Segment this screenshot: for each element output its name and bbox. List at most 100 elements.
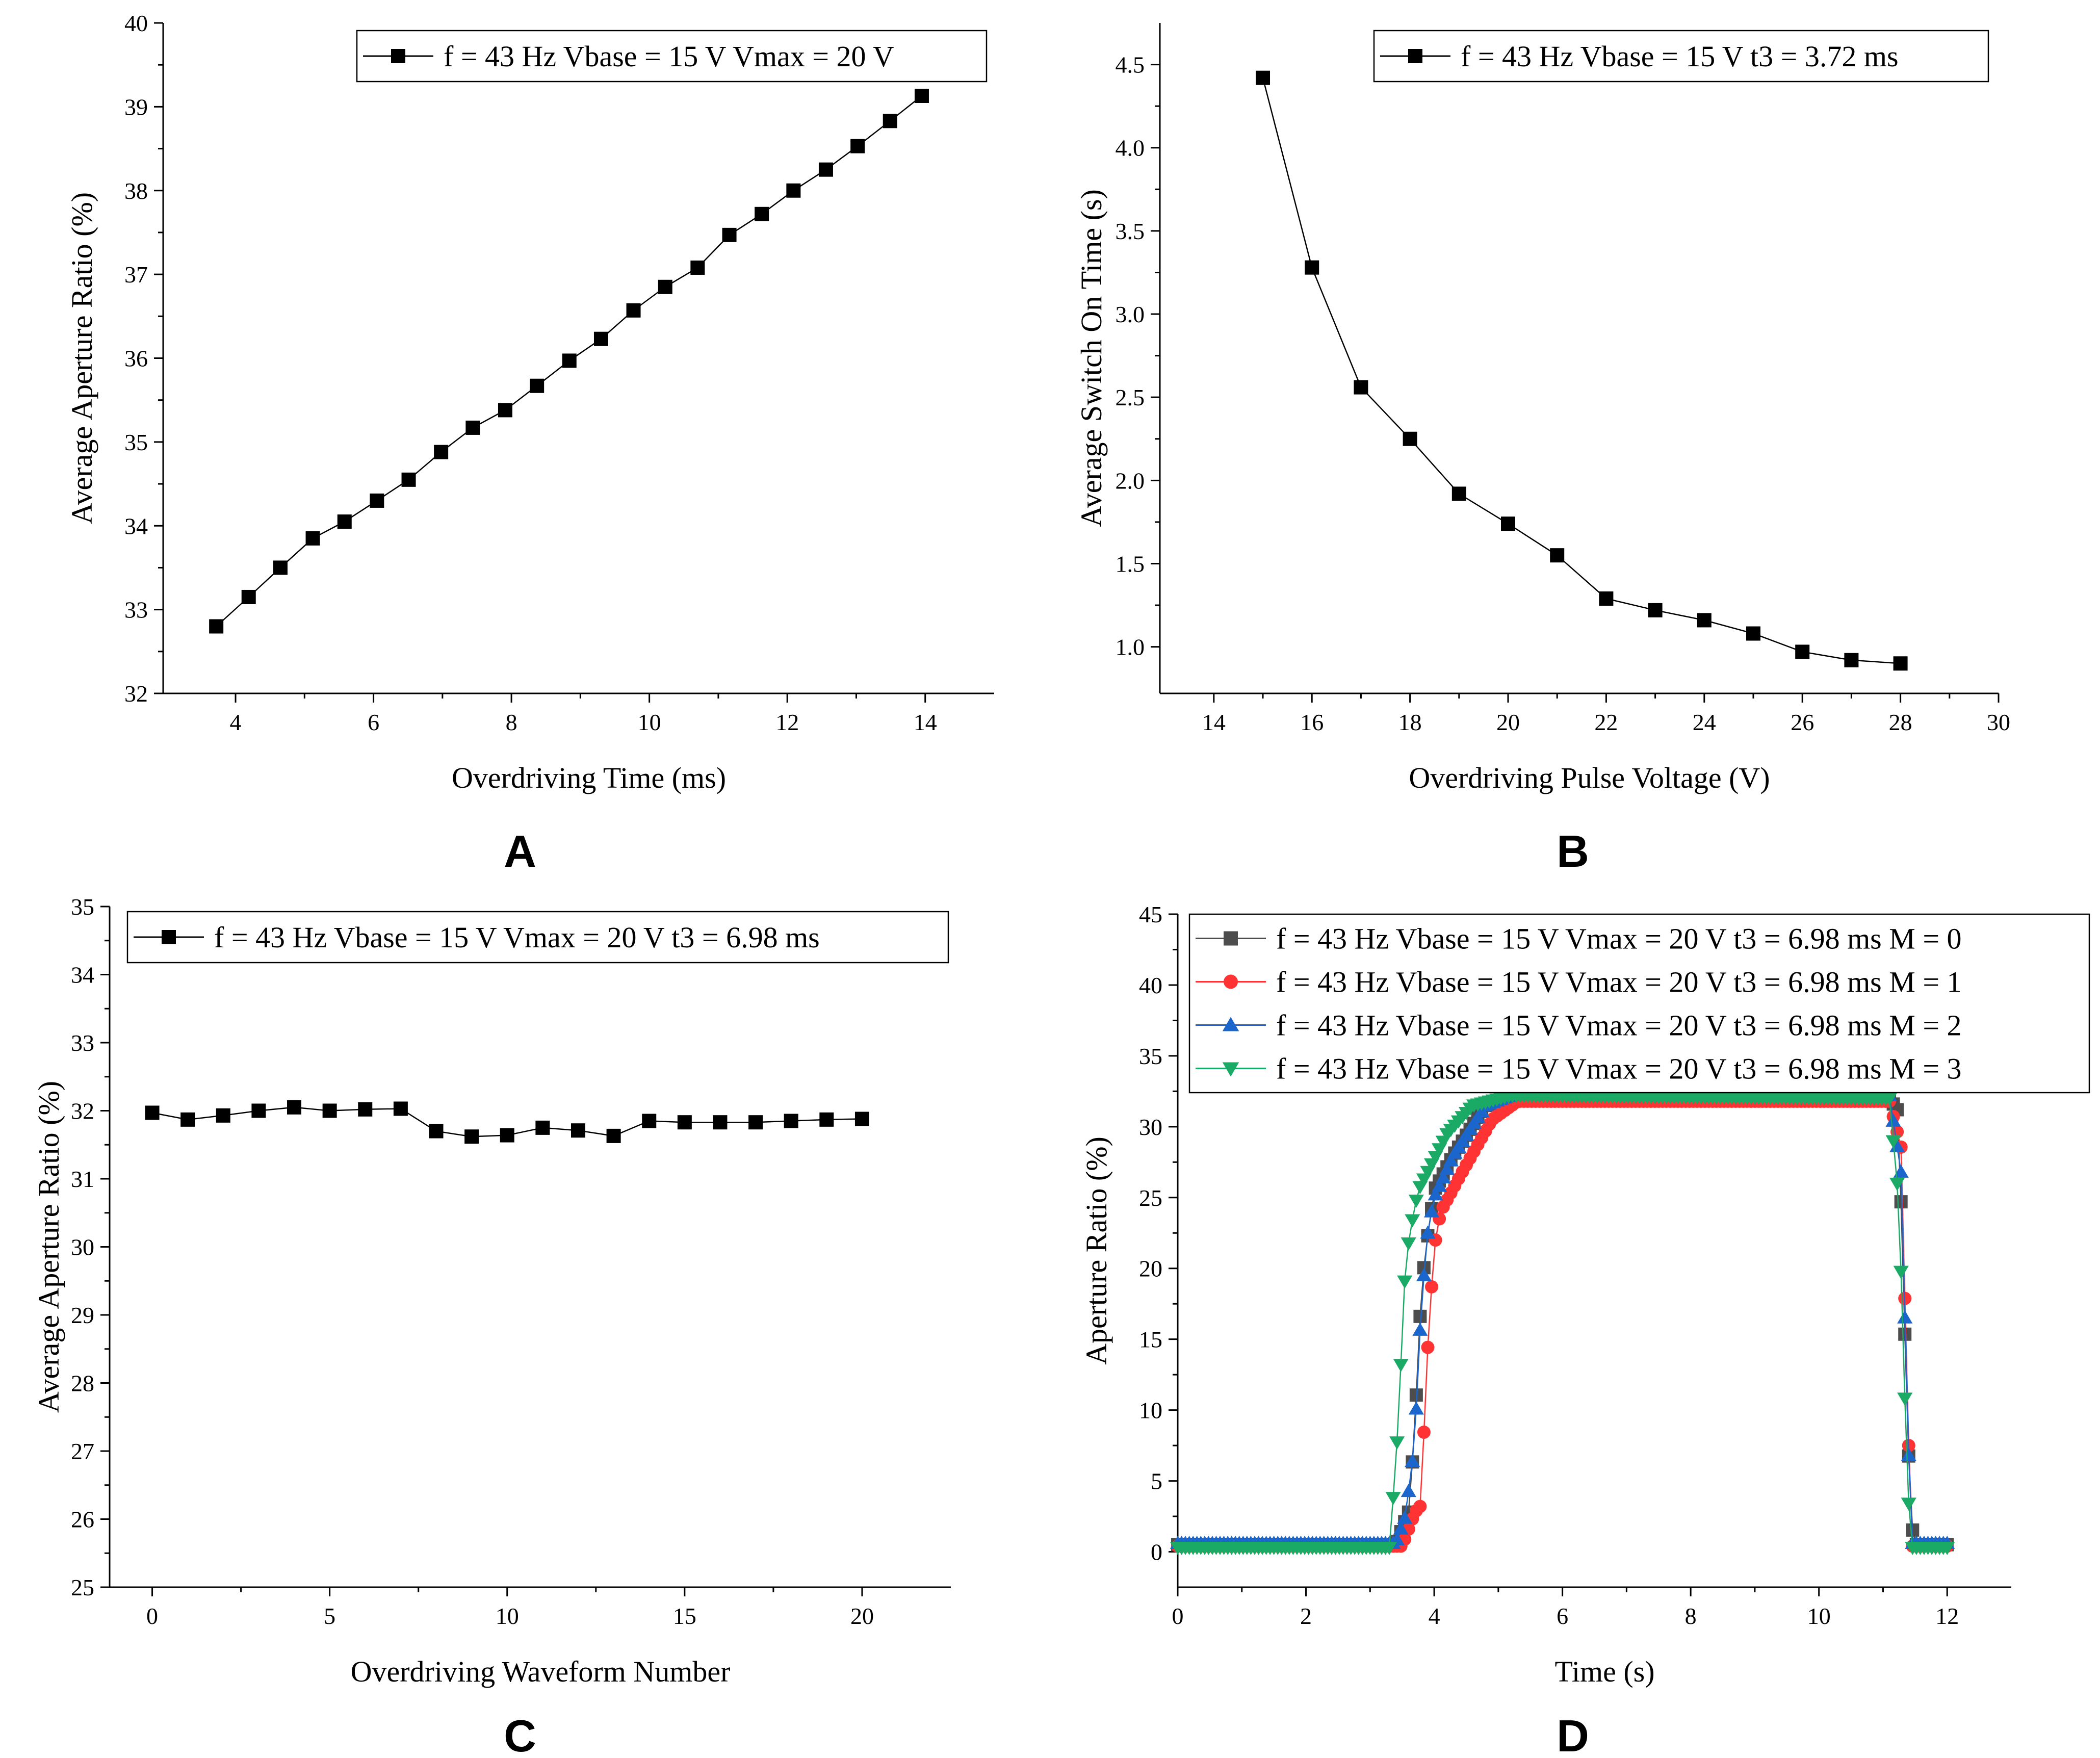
data-point (1894, 1195, 1908, 1209)
legend: f = 43 Hz Vbase = 15 V Vmax = 20 V (356, 30, 988, 83)
data-point (251, 1103, 266, 1118)
data-point (273, 560, 288, 575)
x-tick-label: 0 (146, 1603, 158, 1629)
data-point (1405, 1214, 1420, 1228)
chart-panel-C: 0 5 10 15 20 25 26 27 28 29 30 31 32 33 34 35 Overdrivin… (32, 894, 951, 1758)
data-point (1795, 644, 1810, 659)
data-point (1401, 1484, 1416, 1497)
data-point (786, 183, 801, 198)
data-point (1381, 1542, 1397, 1556)
series-line (1178, 1100, 1948, 1547)
data-point (722, 227, 737, 242)
y-tick-label: 25 (1139, 1185, 1162, 1211)
data-point (1439, 1161, 1455, 1175)
y-tick-label: 0 (1151, 1539, 1162, 1565)
legend-marker (1222, 1062, 1239, 1077)
data-point (1435, 1170, 1451, 1183)
data-point (1885, 1135, 1901, 1149)
legend: f = 43 Hz Vbase = 15 V t3 = 3.72 ms (1373, 30, 1989, 83)
data-point (1897, 1392, 1913, 1406)
data-point (606, 1128, 621, 1143)
y-tick-label: 3.0 (1116, 301, 1145, 327)
chart-panel-B: 14 16 18 20 22 24 26 28 30 1.0 1.5 2.0 2.5 3.0 3.5 4.0 4… (1075, 23, 2010, 876)
x-tick-label: 10 (1807, 1603, 1831, 1629)
data-point (1413, 1309, 1427, 1323)
data-point (1408, 1401, 1424, 1415)
series-line (1178, 1092, 1948, 1544)
series-0 (1256, 70, 1908, 671)
x-tick-label: 6 (1557, 1603, 1568, 1629)
y-tick-label: 15 (1139, 1327, 1162, 1353)
y-tick-label: 36 (124, 346, 148, 372)
data-point (1420, 1225, 1436, 1239)
data-point (1405, 1454, 1420, 1467)
x-tick-label: 26 (1791, 709, 1814, 735)
x-tick-label: 20 (1496, 709, 1520, 735)
data-point (1648, 603, 1663, 617)
data-point (464, 1129, 479, 1144)
x-tick-label: 4 (230, 709, 242, 735)
data-point (1844, 653, 1859, 667)
x-tick-label: 20 (850, 1603, 874, 1629)
x-tick-label: 12 (1935, 1603, 1959, 1629)
y-tick-label: 4.0 (1116, 135, 1145, 161)
data-point (434, 445, 449, 459)
y-tick-label: 33 (71, 1030, 94, 1056)
data-point (883, 114, 897, 128)
data-point (530, 378, 545, 393)
data-point (401, 472, 416, 487)
y-tick-label: 40 (1139, 972, 1162, 998)
panel-label: B (1557, 826, 1589, 876)
y-tick-label: 32 (71, 1098, 94, 1124)
x-axis-label: Overdriving Waveform Number (351, 1655, 731, 1688)
x-tick-label: 14 (1202, 709, 1226, 735)
data-point (1256, 70, 1271, 85)
series-line (1178, 1098, 1948, 1545)
data-point (1428, 1187, 1443, 1201)
data-point (465, 420, 480, 435)
y-tick-label: 29 (71, 1302, 94, 1328)
series-line (1178, 1095, 1948, 1548)
data-point (1401, 1237, 1416, 1251)
x-tick-label: 10 (638, 709, 661, 735)
data-point (626, 303, 641, 318)
data-point (1697, 613, 1712, 628)
x-tick-label: 8 (1685, 1603, 1697, 1629)
x-axis-label: Overdriving Pulse Voltage (V) (1409, 761, 1770, 794)
legend-marker (1408, 49, 1422, 63)
data-point (535, 1120, 550, 1135)
data-point (1425, 1280, 1439, 1294)
data-point (658, 279, 672, 294)
data-point (1412, 1322, 1428, 1336)
data-point (593, 331, 608, 346)
series-0 (145, 1100, 869, 1144)
y-axis-label: Aperture Ratio (%) (1080, 1136, 1113, 1365)
legend-marker (1222, 1017, 1239, 1031)
y-tick-label: 5 (1151, 1468, 1162, 1494)
x-tick-label: 30 (1987, 709, 2010, 735)
y-axis-label: Average Aperture Ratio (%) (32, 1081, 65, 1413)
x-tick-label: 5 (324, 1603, 335, 1629)
data-point (209, 619, 224, 634)
data-point (305, 531, 320, 546)
data-point (854, 1111, 869, 1126)
y-tick-label: 3.5 (1116, 218, 1145, 244)
series-1 (1171, 1094, 1954, 1553)
y-axis-label: Average Switch On Time (s) (1075, 189, 1108, 527)
data-point (358, 1102, 373, 1117)
data-point (1885, 1113, 1901, 1127)
panel-label: D (1557, 1711, 1589, 1758)
y-tick-label: 31 (71, 1166, 94, 1192)
y-tick-label: 32 (124, 681, 148, 707)
data-point (500, 1128, 514, 1143)
data-point (748, 1115, 763, 1130)
x-tick-label: 8 (506, 709, 517, 735)
y-tick-label: 2.0 (1116, 468, 1145, 494)
data-point (1305, 260, 1319, 275)
y-tick-label: 34 (124, 513, 148, 539)
data-point (1413, 1500, 1427, 1513)
data-point (713, 1115, 728, 1130)
data-point (1403, 431, 1417, 446)
legend-label: f = 43 Hz Vbase = 15 V Vmax = 20 V (444, 40, 894, 73)
